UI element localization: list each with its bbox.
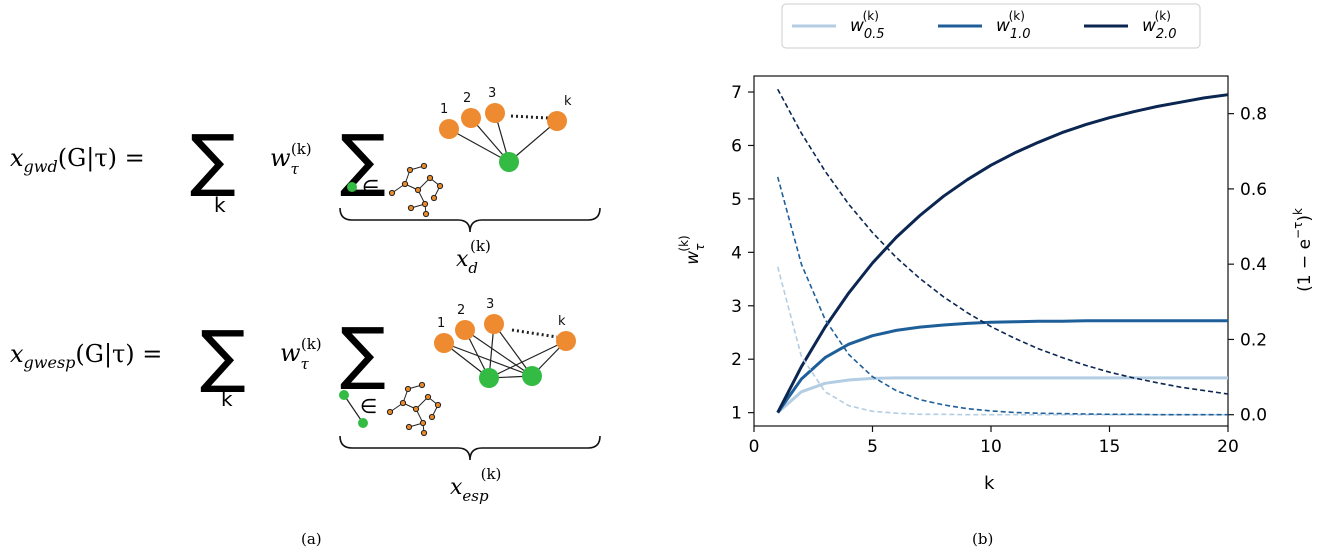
left-tick-label: 5 xyxy=(731,190,742,210)
plot-frame xyxy=(753,75,1229,427)
gwesp-sum-index: k xyxy=(221,387,233,411)
gwesp-node-label-1: 1 xyxy=(437,316,445,331)
gwd-formula: xgwd(G|τ) = ∑ k wτ(k) ∑ 1 2 3 k ∈ xyxy=(10,86,601,277)
gwd-node-k xyxy=(547,111,567,131)
gwd-node-label-1: 1 xyxy=(440,102,448,117)
left-tick-label: 6 xyxy=(731,136,742,156)
gwesp-weight: wτ(k) xyxy=(280,335,322,373)
gwesp-center-node-1 xyxy=(479,368,499,388)
gwd-underbrace xyxy=(339,207,601,233)
gwesp-sum-symbol: ∑ xyxy=(200,317,246,396)
gwesp-node-label-2: 2 xyxy=(457,303,465,318)
left-tick-label: 2 xyxy=(731,350,742,370)
gwd-lhs: xgwd(G|τ) = xyxy=(10,144,145,176)
gwesp-green-edge xyxy=(339,390,368,428)
gwd-node-2 xyxy=(461,108,481,128)
gwesp-node-label-k: k xyxy=(558,314,566,329)
gwesp-brace-label: xesp(k) xyxy=(450,465,501,505)
legend-frame xyxy=(781,3,1201,49)
right-axis-label: (1 − e−τ)k xyxy=(1291,208,1315,292)
legend-label-2: w2.0(k) xyxy=(1142,9,1177,42)
gwd-weight: wτ(k) xyxy=(270,140,312,178)
legend-label-1: w1.0(k) xyxy=(996,9,1031,42)
left-axis-ticks: 1 2 3 4 5 6 7 xyxy=(731,83,754,424)
gwesp-node-1 xyxy=(434,333,454,353)
gwd-node-3 xyxy=(485,103,505,123)
gwesp-inner-sum-symbol: ∑ xyxy=(340,314,386,393)
x-tick-label: 5 xyxy=(867,437,878,457)
legend-label-0: w0.5(k) xyxy=(850,9,885,42)
gwesp-node-label-3: 3 xyxy=(486,297,494,312)
x-tick-label: 10 xyxy=(980,437,1002,457)
left-tick-label: 7 xyxy=(731,83,742,103)
gwd-center-node xyxy=(499,152,519,172)
right-axis-ticks: 0.0 0.2 0.4 0.6 0.8 xyxy=(1228,105,1267,426)
gwd-sum-symbol: ∑ xyxy=(190,121,236,200)
series-line-3 xyxy=(776,266,1228,416)
series-line-2 xyxy=(776,93,1229,414)
gwesp-node-3 xyxy=(484,314,504,334)
right-tick-label: 0.4 xyxy=(1240,255,1267,275)
series-line-1 xyxy=(776,319,1228,414)
series-line-5 xyxy=(776,88,1229,395)
x-tick-label: 15 xyxy=(1099,437,1121,457)
gwd-single-green-node xyxy=(347,182,357,192)
x-axis-ticks: 0 5 10 15 20 xyxy=(749,426,1239,457)
right-tick-label: 0.8 xyxy=(1240,105,1267,125)
right-tick-label: 0.0 xyxy=(1240,406,1267,426)
gwesp-underbrace xyxy=(339,435,601,461)
series-layer xyxy=(776,88,1229,416)
series-line-4 xyxy=(776,176,1228,416)
left-axis-label: wτ(k) xyxy=(677,235,707,264)
series-line-0 xyxy=(776,376,1228,414)
gwesp-belongs-symbol: ∈ xyxy=(360,394,377,418)
gwesp-formula: xgwesp(G|τ) = ∑ k wτ(k) ∑ 1 2 3 k xyxy=(10,297,601,505)
gwd-node-label-k: k xyxy=(564,94,572,109)
gwesp-center-node-2 xyxy=(522,366,542,386)
gwd-small-network xyxy=(388,162,444,218)
right-tick-label: 0.2 xyxy=(1240,330,1267,350)
gwesp-node-k xyxy=(556,331,576,351)
gwd-node-1 xyxy=(439,119,459,139)
x-tick-label: 20 xyxy=(1217,437,1239,457)
panel-a-caption: (a) xyxy=(301,530,322,548)
gwd-node-label-3: 3 xyxy=(488,86,496,101)
gwd-brace-label: xd(k) xyxy=(456,237,491,277)
left-tick-label: 1 xyxy=(731,404,742,424)
chart-legend: w0.5(k) w1.0(k) w2.0(k) xyxy=(781,3,1201,49)
x-axis-label: k xyxy=(984,473,995,494)
gwd-sum-index: k xyxy=(214,193,226,217)
panel-b-caption: (b) xyxy=(972,530,993,548)
right-tick-label: 0.6 xyxy=(1240,180,1267,200)
panel-a-formulas: xgwd(G|τ) = ∑ k wτ(k) ∑ 1 2 3 k ∈ xyxy=(10,86,601,548)
left-tick-label: 4 xyxy=(731,243,742,263)
gwesp-lhs: xgwesp(G|τ) = xyxy=(10,340,162,372)
gwesp-small-network xyxy=(386,381,442,437)
gwd-node-label-2: 2 xyxy=(463,91,471,106)
x-tick-label: 0 xyxy=(749,437,760,457)
gwd-belongs-symbol: ∈ xyxy=(362,175,379,199)
panel-b-chart: w0.5(k) w1.0(k) w2.0(k) 0 5 10 15 20 1 2 3 4 5 6 7… xyxy=(677,3,1315,548)
gwesp-node-2 xyxy=(455,320,475,340)
left-tick-label: 3 xyxy=(731,297,742,317)
